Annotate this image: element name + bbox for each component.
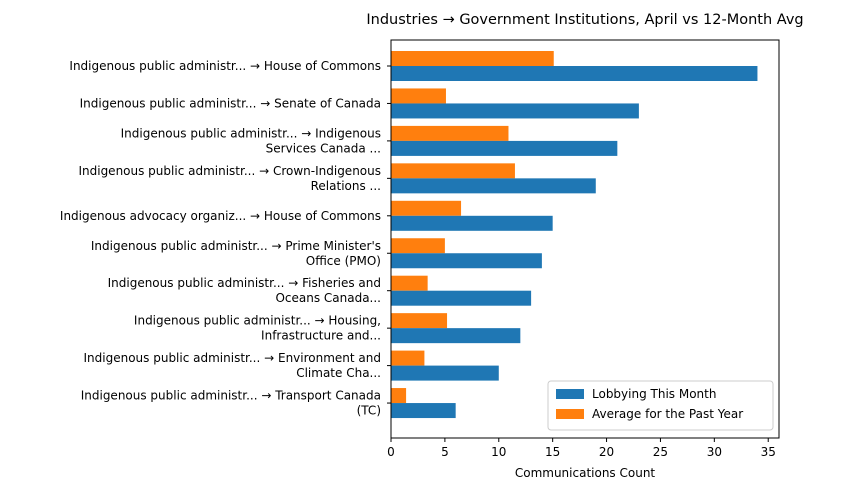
- bar-month-2: [391, 140, 618, 156]
- bar-average-5: [391, 238, 445, 254]
- bar-average-9: [391, 388, 407, 404]
- y-tick-label: Indigenous public administr... → Fisheri…: [108, 276, 381, 290]
- y-tick-label: Indigenous advocacy organiz... → House o…: [60, 209, 381, 223]
- bar-average-7: [391, 313, 448, 329]
- y-tick-label: Indigenous public administr... → Senate …: [80, 96, 381, 110]
- bar-month-8: [391, 365, 499, 381]
- bar-average-4: [391, 200, 462, 216]
- legend-label-0: Lobbying This Month: [592, 387, 716, 401]
- bar-average-2: [391, 125, 509, 141]
- bar-month-0: [391, 66, 758, 81]
- plot-frame: [390, 39, 780, 439]
- y-tick-label: Indigenous public administr... → Transpo…: [81, 389, 381, 403]
- bar-average-3: [391, 163, 515, 179]
- y-tick-label: Climate Cha...: [296, 366, 381, 380]
- x-axis: 0 5 10 15 20 25 30 35: [387, 438, 776, 459]
- bar-month-9: [391, 403, 456, 419]
- x-tick-label: 5: [441, 445, 449, 459]
- x-tick-label: 30: [707, 445, 722, 459]
- bars-group: [391, 51, 758, 419]
- y-tick-label: Indigenous public administr... → Housing…: [134, 314, 381, 328]
- y-tick-label: Indigenous public administr... → Environ…: [84, 351, 382, 365]
- y-tick-labels: Indigenous public administr... → House o…: [60, 59, 391, 418]
- y-tick-label: Indigenous public administr... → Indigen…: [121, 126, 381, 140]
- bar-month-7: [391, 328, 521, 344]
- x-tick-label: 35: [761, 445, 776, 459]
- bar-average-6: [391, 275, 428, 291]
- bar-month-6: [391, 290, 532, 306]
- x-tick-label: 25: [653, 445, 668, 459]
- x-tick-label: 15: [545, 445, 560, 459]
- y-tick-label: Services Canada ...: [266, 141, 381, 155]
- bar-month-4: [391, 215, 553, 231]
- bar-month-5: [391, 253, 542, 269]
- y-tick-label: Relations ...: [311, 179, 381, 193]
- legend: Lobbying This Month Average for the Past …: [547, 380, 774, 431]
- x-tick-label: 20: [599, 445, 614, 459]
- y-tick-label: Infrastructure and...: [261, 329, 381, 343]
- legend-label-1: Average for the Past Year: [592, 407, 743, 421]
- legend-swatch-0: [556, 389, 584, 399]
- x-tick-label: 10: [491, 445, 506, 459]
- y-tick-label: Indigenous public administr... → Prime M…: [91, 239, 381, 253]
- bar-average-1: [391, 88, 446, 104]
- bar-month-3: [391, 178, 596, 194]
- bar-month-1: [391, 103, 639, 119]
- x-tick-label: 0: [387, 445, 395, 459]
- x-axis-label: Communications Count: [515, 466, 656, 480]
- bar-average-8: [391, 350, 425, 366]
- y-tick-label: Indigenous public administr... → House o…: [69, 59, 381, 73]
- y-tick-label: Office (PMO): [306, 254, 381, 268]
- legend-swatch-1: [556, 409, 584, 419]
- bar-average-0: [391, 51, 554, 66]
- y-tick-label: Oceans Canada...: [275, 291, 381, 305]
- legend-box: [547, 380, 774, 431]
- chart-title: Industries → Government Institutions, Ap…: [366, 12, 803, 28]
- y-tick-label: Indigenous public administr... → Crown-I…: [78, 164, 381, 178]
- y-tick-label: (TC): [357, 404, 381, 418]
